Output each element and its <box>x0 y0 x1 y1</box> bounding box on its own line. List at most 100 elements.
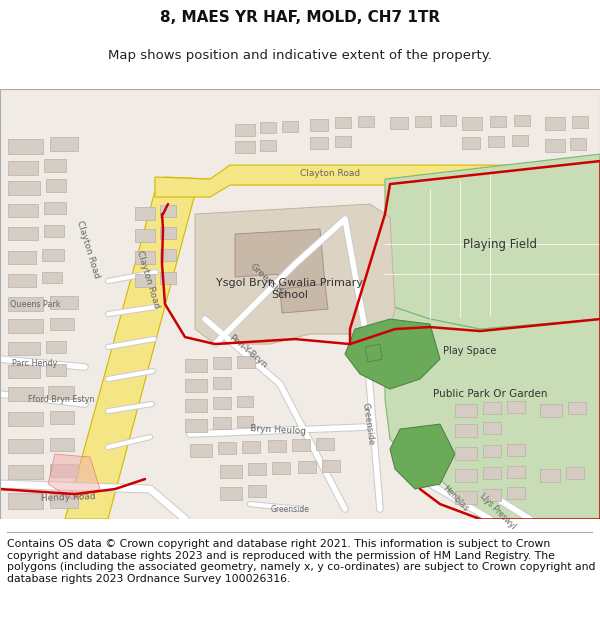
Bar <box>237 416 253 427</box>
Text: Ysgol Bryn Gwalia Primary
School: Ysgol Bryn Gwalia Primary School <box>217 278 364 300</box>
Text: 8, MAES YR HAF, MOLD, CH7 1TR: 8, MAES YR HAF, MOLD, CH7 1TR <box>160 10 440 25</box>
Bar <box>160 205 176 217</box>
Polygon shape <box>365 344 382 362</box>
Bar <box>462 137 480 149</box>
Text: Greenside: Greenside <box>361 402 376 446</box>
Bar <box>237 356 255 368</box>
Bar <box>8 139 43 154</box>
Bar <box>488 136 504 147</box>
Bar <box>8 387 43 401</box>
Bar <box>415 116 431 127</box>
Text: Clayton Road: Clayton Road <box>75 219 101 279</box>
Text: Public Park Or Garden: Public Park Or Garden <box>433 389 547 399</box>
Bar <box>242 441 260 453</box>
Polygon shape <box>48 454 100 499</box>
Bar <box>455 491 477 504</box>
Polygon shape <box>390 424 455 489</box>
Bar <box>292 439 310 451</box>
Text: Llys Preswyl: Llys Preswyl <box>478 491 518 531</box>
Bar <box>8 251 36 264</box>
Bar <box>483 402 501 414</box>
Bar <box>135 251 155 264</box>
Bar <box>335 136 351 147</box>
Bar <box>260 122 276 133</box>
Text: Queens Park: Queens Park <box>10 299 61 309</box>
Text: Playing Field: Playing Field <box>463 238 537 251</box>
Bar <box>310 119 328 131</box>
Bar <box>185 379 207 392</box>
Bar <box>185 359 207 372</box>
Bar <box>237 396 253 407</box>
Bar <box>272 462 290 474</box>
Bar <box>8 161 38 175</box>
Text: Clayton Road: Clayton Road <box>135 249 161 309</box>
Bar <box>260 140 276 151</box>
Text: Bryn Heulog: Bryn Heulog <box>250 424 306 436</box>
Bar <box>213 377 231 389</box>
Bar <box>8 342 40 355</box>
Polygon shape <box>235 229 325 289</box>
Bar <box>50 296 78 309</box>
Bar <box>507 401 525 413</box>
Bar <box>135 229 155 242</box>
Text: Map shows position and indicative extent of the property.: Map shows position and indicative extent… <box>108 49 492 62</box>
Text: Greenside: Greenside <box>248 262 288 300</box>
Text: Hendy Road: Hendy Road <box>40 492 95 502</box>
Bar <box>310 137 328 149</box>
Bar <box>190 444 212 457</box>
Bar <box>160 272 176 284</box>
Polygon shape <box>195 204 395 344</box>
Bar <box>160 249 176 261</box>
Bar <box>8 274 36 287</box>
Bar <box>220 487 242 500</box>
Bar <box>48 386 74 399</box>
Polygon shape <box>385 304 600 519</box>
Polygon shape <box>65 177 210 519</box>
Bar <box>235 141 255 153</box>
Bar <box>8 297 43 311</box>
Bar <box>455 404 477 417</box>
Bar <box>8 319 43 333</box>
Polygon shape <box>280 284 328 313</box>
Bar <box>268 440 286 452</box>
Bar <box>455 469 477 482</box>
Bar <box>8 227 38 240</box>
Bar <box>213 417 231 429</box>
Bar <box>50 411 74 424</box>
Bar <box>8 465 43 479</box>
Text: Greenside: Greenside <box>271 504 310 514</box>
Bar <box>50 438 74 451</box>
Bar <box>298 461 316 473</box>
Bar <box>568 402 586 414</box>
Polygon shape <box>385 154 600 329</box>
Bar <box>490 116 506 127</box>
Bar <box>570 138 586 150</box>
Bar <box>220 465 242 478</box>
Bar <box>8 493 43 509</box>
Bar <box>46 341 66 353</box>
Bar <box>50 137 78 151</box>
Text: Clayton Road: Clayton Road <box>300 169 360 177</box>
Bar <box>440 115 456 126</box>
Bar <box>282 121 298 132</box>
Bar <box>8 204 38 217</box>
Bar <box>46 179 66 192</box>
Bar <box>42 272 62 283</box>
Bar <box>483 489 501 501</box>
Bar <box>512 135 528 146</box>
Bar <box>462 117 482 130</box>
Bar <box>540 404 562 417</box>
Bar <box>545 117 565 130</box>
Bar <box>185 419 207 432</box>
Bar <box>42 249 64 261</box>
Bar <box>572 116 588 128</box>
Text: Fford Bryn Estyn: Fford Bryn Estyn <box>28 394 94 404</box>
Bar <box>483 467 501 479</box>
Text: Contains OS data © Crown copyright and database right 2021. This information is : Contains OS data © Crown copyright and d… <box>7 539 596 584</box>
Bar <box>483 445 501 457</box>
Bar <box>507 466 525 478</box>
Bar <box>316 438 334 450</box>
Polygon shape <box>155 165 590 197</box>
Polygon shape <box>345 319 440 389</box>
Bar <box>160 227 176 239</box>
